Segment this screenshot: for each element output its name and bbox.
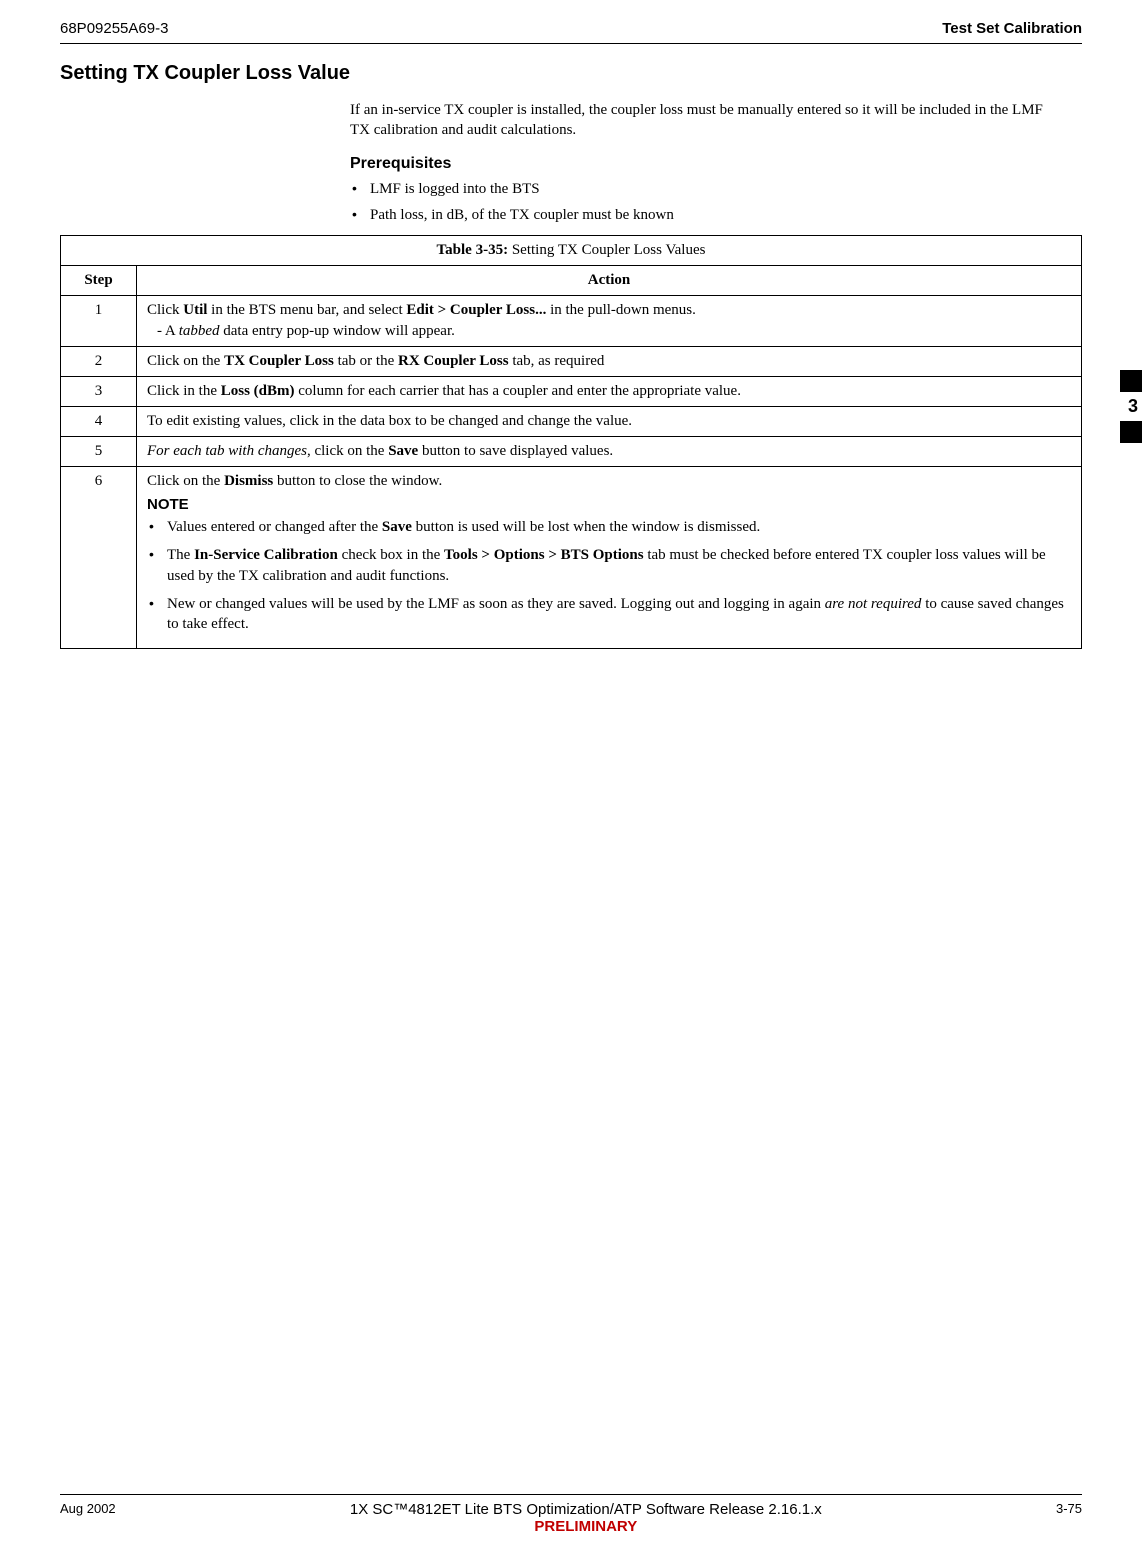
text: tab or the bbox=[334, 353, 398, 369]
footer-product: 1X SC™4812ET Lite BTS Optimization/ATP S… bbox=[116, 1501, 1056, 1518]
text: button to close the window. bbox=[273, 473, 442, 489]
prereq-item: Path loss, in dB, of the TX coupler must… bbox=[350, 205, 1052, 225]
doc-number: 68P09255A69-3 bbox=[60, 20, 168, 37]
page-header: 68P09255A69-3 Test Set Calibration bbox=[60, 20, 1082, 44]
bold-text: Tools > Options > BTS Options bbox=[444, 547, 644, 563]
bold-text: RX Coupler Loss bbox=[398, 353, 509, 369]
footer-center: 1X SC™4812ET Lite BTS Optimization/ATP S… bbox=[116, 1501, 1056, 1535]
step-action: Click Util in the BTS menu bar, and sele… bbox=[137, 296, 1082, 347]
sub-item: - A tabbed data entry pop-up window will… bbox=[147, 323, 1071, 340]
note-label: NOTE bbox=[147, 496, 1071, 513]
note-list: Values entered or changed after the Save… bbox=[147, 517, 1071, 634]
bold-text: TX Coupler Loss bbox=[224, 353, 334, 369]
header-title: Test Set Calibration bbox=[942, 20, 1082, 37]
intro-block: If an in-service TX coupler is installed… bbox=[350, 100, 1052, 225]
note-item: Values entered or changed after the Save… bbox=[147, 517, 1071, 537]
text: in the pull-down menus. bbox=[546, 302, 696, 318]
prereq-item: LMF is logged into the BTS bbox=[350, 179, 1052, 199]
procedure-table: Table 3-35: Setting TX Coupler Loss Valu… bbox=[60, 235, 1082, 649]
step-number: 2 bbox=[61, 347, 137, 377]
step-number: 4 bbox=[61, 407, 137, 437]
italic-text: are not required bbox=[825, 596, 922, 612]
text: Click on the bbox=[147, 473, 224, 489]
section-heading: Setting TX Coupler Loss Value bbox=[60, 62, 1082, 85]
note-item: New or changed values will be used by th… bbox=[147, 594, 1071, 635]
text: Values entered or changed after the bbox=[167, 519, 382, 535]
step-number: 6 bbox=[61, 467, 137, 649]
bold-text: Dismiss bbox=[224, 473, 273, 489]
intro-paragraph: If an in-service TX coupler is installed… bbox=[350, 100, 1052, 141]
note-item: The In-Service Calibration check box in … bbox=[147, 545, 1071, 586]
prerequisites-heading: Prerequisites bbox=[350, 155, 1052, 173]
italic-text: tabbed bbox=[179, 323, 220, 339]
footer-date: Aug 2002 bbox=[60, 1501, 116, 1516]
step-action: To edit existing values, click in the da… bbox=[137, 407, 1082, 437]
tab-chapter-number: 3 bbox=[1114, 392, 1142, 421]
step-action: For each tab with changes, click on the … bbox=[137, 437, 1082, 467]
col-step-header: Step bbox=[61, 266, 137, 296]
bold-text: Save bbox=[382, 519, 412, 535]
table-title-row: Table 3-35: Setting TX Coupler Loss Valu… bbox=[61, 236, 1082, 266]
page-footer: Aug 2002 1X SC™4812ET Lite BTS Optimizat… bbox=[60, 1494, 1082, 1535]
table-row: 2 Click on the TX Coupler Loss tab or th… bbox=[61, 347, 1082, 377]
step-action: Click on the Dismiss button to close the… bbox=[137, 467, 1082, 649]
text: To edit existing values, click in the da… bbox=[147, 413, 632, 429]
text: check box in the bbox=[338, 547, 444, 563]
tab-block-top bbox=[1120, 370, 1142, 392]
italic-text: For each tab with changes bbox=[147, 443, 307, 459]
chapter-tab: 3 bbox=[1114, 370, 1142, 443]
step-number: 5 bbox=[61, 437, 137, 467]
footer-page-number: 3-75 bbox=[1056, 1501, 1082, 1516]
text: - A bbox=[157, 323, 179, 339]
step-action: Click on the TX Coupler Loss tab or the … bbox=[137, 347, 1082, 377]
text: , click on the bbox=[307, 443, 388, 459]
prerequisites-list: LMF is logged into the BTS Path loss, in… bbox=[350, 179, 1052, 226]
bold-text: Edit > Coupler Loss... bbox=[406, 302, 546, 318]
text: Click in the bbox=[147, 383, 221, 399]
text: data entry pop-up window will appear. bbox=[220, 323, 455, 339]
footer-preliminary: PRELIMINARY bbox=[116, 1518, 1056, 1535]
text: in the BTS menu bar, and select bbox=[207, 302, 406, 318]
text: New or changed values will be used by th… bbox=[167, 596, 825, 612]
table-title-prefix: Table 3-35: bbox=[437, 242, 509, 258]
bold-text: Loss (dBm) bbox=[221, 383, 295, 399]
text: Click bbox=[147, 302, 183, 318]
page: 68P09255A69-3 Test Set Calibration 3 Set… bbox=[0, 0, 1142, 1565]
table-header-row: Step Action bbox=[61, 266, 1082, 296]
text: tab, as required bbox=[509, 353, 605, 369]
table-row: 4 To edit existing values, click in the … bbox=[61, 407, 1082, 437]
tab-block-bottom bbox=[1120, 421, 1142, 443]
table-row: 5 For each tab with changes, click on th… bbox=[61, 437, 1082, 467]
text: Click on the bbox=[147, 353, 224, 369]
col-action-header: Action bbox=[137, 266, 1082, 296]
step6-main: Click on the Dismiss button to close the… bbox=[147, 473, 1071, 490]
step-number: 1 bbox=[61, 296, 137, 347]
text: button to save displayed values. bbox=[418, 443, 613, 459]
bold-text: Save bbox=[388, 443, 418, 459]
step-number: 3 bbox=[61, 377, 137, 407]
text: The bbox=[167, 547, 194, 563]
text: button is used will be lost when the win… bbox=[412, 519, 760, 535]
table-title-rest: Setting TX Coupler Loss Values bbox=[508, 242, 705, 258]
step-action: Click in the Loss (dBm) column for each … bbox=[137, 377, 1082, 407]
bold-text: In-Service Calibration bbox=[194, 547, 338, 563]
bold-text: Util bbox=[183, 302, 207, 318]
table-row: 6 Click on the Dismiss button to close t… bbox=[61, 467, 1082, 649]
table-row: 1 Click Util in the BTS menu bar, and se… bbox=[61, 296, 1082, 347]
text: column for each carrier that has a coupl… bbox=[295, 383, 741, 399]
table-row: 3 Click in the Loss (dBm) column for eac… bbox=[61, 377, 1082, 407]
table-title: Table 3-35: Setting TX Coupler Loss Valu… bbox=[61, 236, 1082, 266]
